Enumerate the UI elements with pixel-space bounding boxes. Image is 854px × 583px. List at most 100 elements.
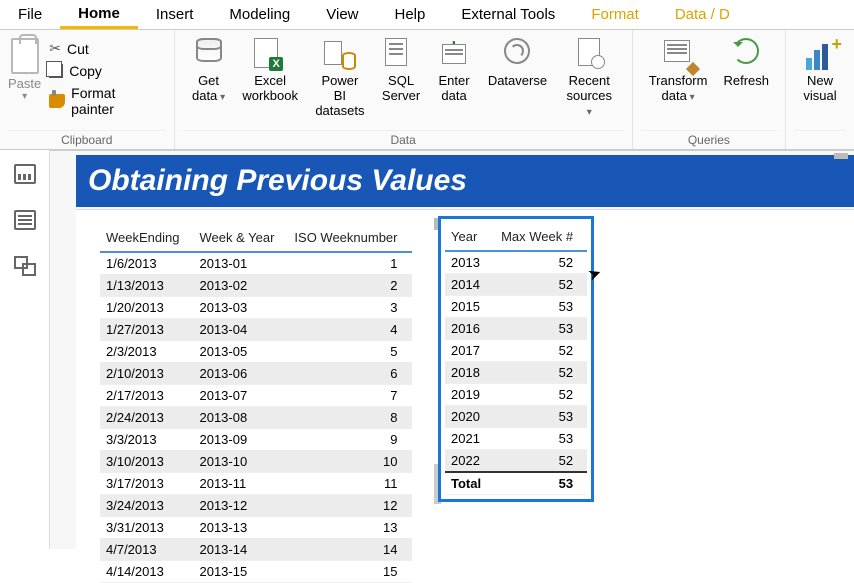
- menu-external-tools[interactable]: External Tools: [443, 2, 573, 27]
- table-row[interactable]: 1/20/20132013-033: [100, 297, 412, 319]
- table-row[interactable]: 2/10/20132013-066: [100, 363, 412, 385]
- cell-maxweek: 53: [495, 296, 587, 318]
- ribbon-group-clipboard: Paste ▾ ✂ Cut Copy Format painter Clipbo…: [0, 30, 175, 149]
- get-data-label: Get data: [192, 74, 225, 104]
- cell-weekending: 3/24/2013: [100, 495, 193, 517]
- table-row[interactable]: 201852: [445, 362, 587, 384]
- cell-weekyear: 2013-03: [193, 297, 288, 319]
- view-rail: [0, 150, 50, 549]
- table-row[interactable]: 2/17/20132013-077: [100, 385, 412, 407]
- table-row[interactable]: 3/31/20132013-1313: [100, 517, 412, 539]
- cell-isoweek: 13: [288, 517, 411, 539]
- clipboard-group-label: Clipboard: [8, 130, 166, 149]
- enter-data-button[interactable]: + Enter data: [428, 34, 480, 108]
- table-row[interactable]: 201352: [445, 251, 587, 274]
- excel-workbook-button[interactable]: Excel workbook: [235, 34, 306, 108]
- table-row[interactable]: 3/17/20132013-1111: [100, 473, 412, 495]
- total-row[interactable]: Total53: [445, 472, 587, 495]
- menu-insert[interactable]: Insert: [138, 2, 212, 27]
- table-row[interactable]: 202053: [445, 406, 587, 428]
- ribbon-group-data: Get data Excel workbook Power BI dataset…: [175, 30, 633, 149]
- cell-isoweek: 7: [288, 385, 411, 407]
- report-view-icon[interactable]: [14, 164, 36, 184]
- table-row[interactable]: 1/27/20132013-044: [100, 319, 412, 341]
- cut-button[interactable]: ✂ Cut: [49, 40, 161, 57]
- page-title: Obtaining Previous Values: [76, 155, 854, 207]
- paste-button[interactable]: Paste ▾: [8, 34, 41, 102]
- menu-help[interactable]: Help: [377, 2, 444, 27]
- cell-weekending: 3/10/2013: [100, 451, 193, 473]
- cell-isoweek: 8: [288, 407, 411, 429]
- cell-weekending: 3/17/2013: [100, 473, 193, 495]
- cell-maxweek: 52: [495, 450, 587, 473]
- scrollbar-horizontal[interactable]: [834, 153, 848, 159]
- table-row[interactable]: 201952: [445, 384, 587, 406]
- menu-file[interactable]: File: [0, 2, 60, 27]
- table-row[interactable]: 2/3/20132013-055: [100, 341, 412, 363]
- table-row[interactable]: 202153: [445, 428, 587, 450]
- recent-sources-button[interactable]: Recent sources: [555, 34, 624, 123]
- refresh-button[interactable]: Refresh: [715, 34, 777, 93]
- recent-label: Recent sources: [563, 74, 616, 119]
- cell-weekending: 3/3/2013: [100, 429, 193, 451]
- table-row[interactable]: 3/24/20132013-1212: [100, 495, 412, 517]
- powerbi-datasets-button[interactable]: Power BI datasets: [306, 34, 374, 123]
- table-row[interactable]: 201452: [445, 274, 587, 296]
- cell-year: 2019: [445, 384, 495, 406]
- col-maxweek[interactable]: Max Week #: [495, 223, 587, 251]
- refresh-icon: [733, 38, 759, 64]
- cell-weekyear: 2013-06: [193, 363, 288, 385]
- table-row[interactable]: 4/14/20132013-1515: [100, 561, 412, 583]
- maxweek-visual[interactable]: Year Max Week # 201352201452201553201653…: [438, 216, 594, 502]
- cell-weekyear: 2013-13: [193, 517, 288, 539]
- cell-weekending: 2/17/2013: [100, 385, 193, 407]
- col-isoweek[interactable]: ISO Weeknumber: [288, 224, 411, 252]
- dataverse-button[interactable]: Dataverse: [480, 34, 555, 93]
- data-view-icon[interactable]: [14, 210, 36, 230]
- cell-year: 2016: [445, 318, 495, 340]
- menu-home[interactable]: Home: [60, 1, 138, 29]
- menu-format[interactable]: Format: [573, 2, 657, 27]
- database-icon: [196, 38, 222, 62]
- table-row[interactable]: 201752: [445, 340, 587, 362]
- table-row[interactable]: 2/24/20132013-088: [100, 407, 412, 429]
- cell-weekending: 4/14/2013: [100, 561, 193, 583]
- menu-data-drill[interactable]: Data / D: [657, 2, 748, 27]
- pbi-label: Power BI datasets: [314, 74, 366, 119]
- cell-isoweek: 11: [288, 473, 411, 495]
- table-row[interactable]: 1/6/20132013-011: [100, 252, 412, 275]
- new-visual-label: New visual: [803, 74, 836, 104]
- menu-view[interactable]: View: [308, 2, 376, 27]
- col-year[interactable]: Year: [445, 223, 495, 251]
- cut-label: Cut: [67, 41, 89, 57]
- col-weekending[interactable]: WeekEnding: [100, 224, 193, 252]
- sql-server-button[interactable]: SQL Server: [374, 34, 428, 108]
- ribbon: Paste ▾ ✂ Cut Copy Format painter Clipbo…: [0, 30, 854, 150]
- dataverse-icon: [504, 38, 530, 64]
- format-painter-label: Format painter: [71, 85, 161, 117]
- sql-label: SQL Server: [382, 74, 420, 104]
- get-data-button[interactable]: Get data: [183, 34, 235, 108]
- col-weekyear[interactable]: Week & Year: [193, 224, 288, 252]
- menu-modeling[interactable]: Modeling: [211, 2, 308, 27]
- enter-data-label: Enter data: [439, 74, 470, 104]
- transform-data-button[interactable]: Transform data: [641, 34, 716, 108]
- cell-maxweek: 52: [495, 274, 587, 296]
- table-row[interactable]: 3/3/20132013-099: [100, 429, 412, 451]
- cell-weekyear: 2013-02: [193, 275, 288, 297]
- cell-maxweek: 52: [495, 384, 587, 406]
- cell-weekyear: 2013-10: [193, 451, 288, 473]
- format-painter-button[interactable]: Format painter: [49, 85, 161, 117]
- table-row[interactable]: 3/10/20132013-1010: [100, 451, 412, 473]
- cell-weekending: 2/3/2013: [100, 341, 193, 363]
- copy-button[interactable]: Copy: [49, 63, 161, 79]
- table-row[interactable]: 201653: [445, 318, 587, 340]
- week-table[interactable]: WeekEnding Week & Year ISO Weeknumber 1/…: [100, 224, 412, 583]
- table-row[interactable]: 1/13/20132013-022: [100, 275, 412, 297]
- table-row[interactable]: 4/7/20132013-1414: [100, 539, 412, 561]
- table-row[interactable]: 201553: [445, 296, 587, 318]
- table-row[interactable]: 202252: [445, 450, 587, 473]
- new-visual-button[interactable]: + New visual: [794, 34, 846, 108]
- model-view-icon[interactable]: [14, 256, 36, 276]
- total-label: Total: [445, 472, 495, 495]
